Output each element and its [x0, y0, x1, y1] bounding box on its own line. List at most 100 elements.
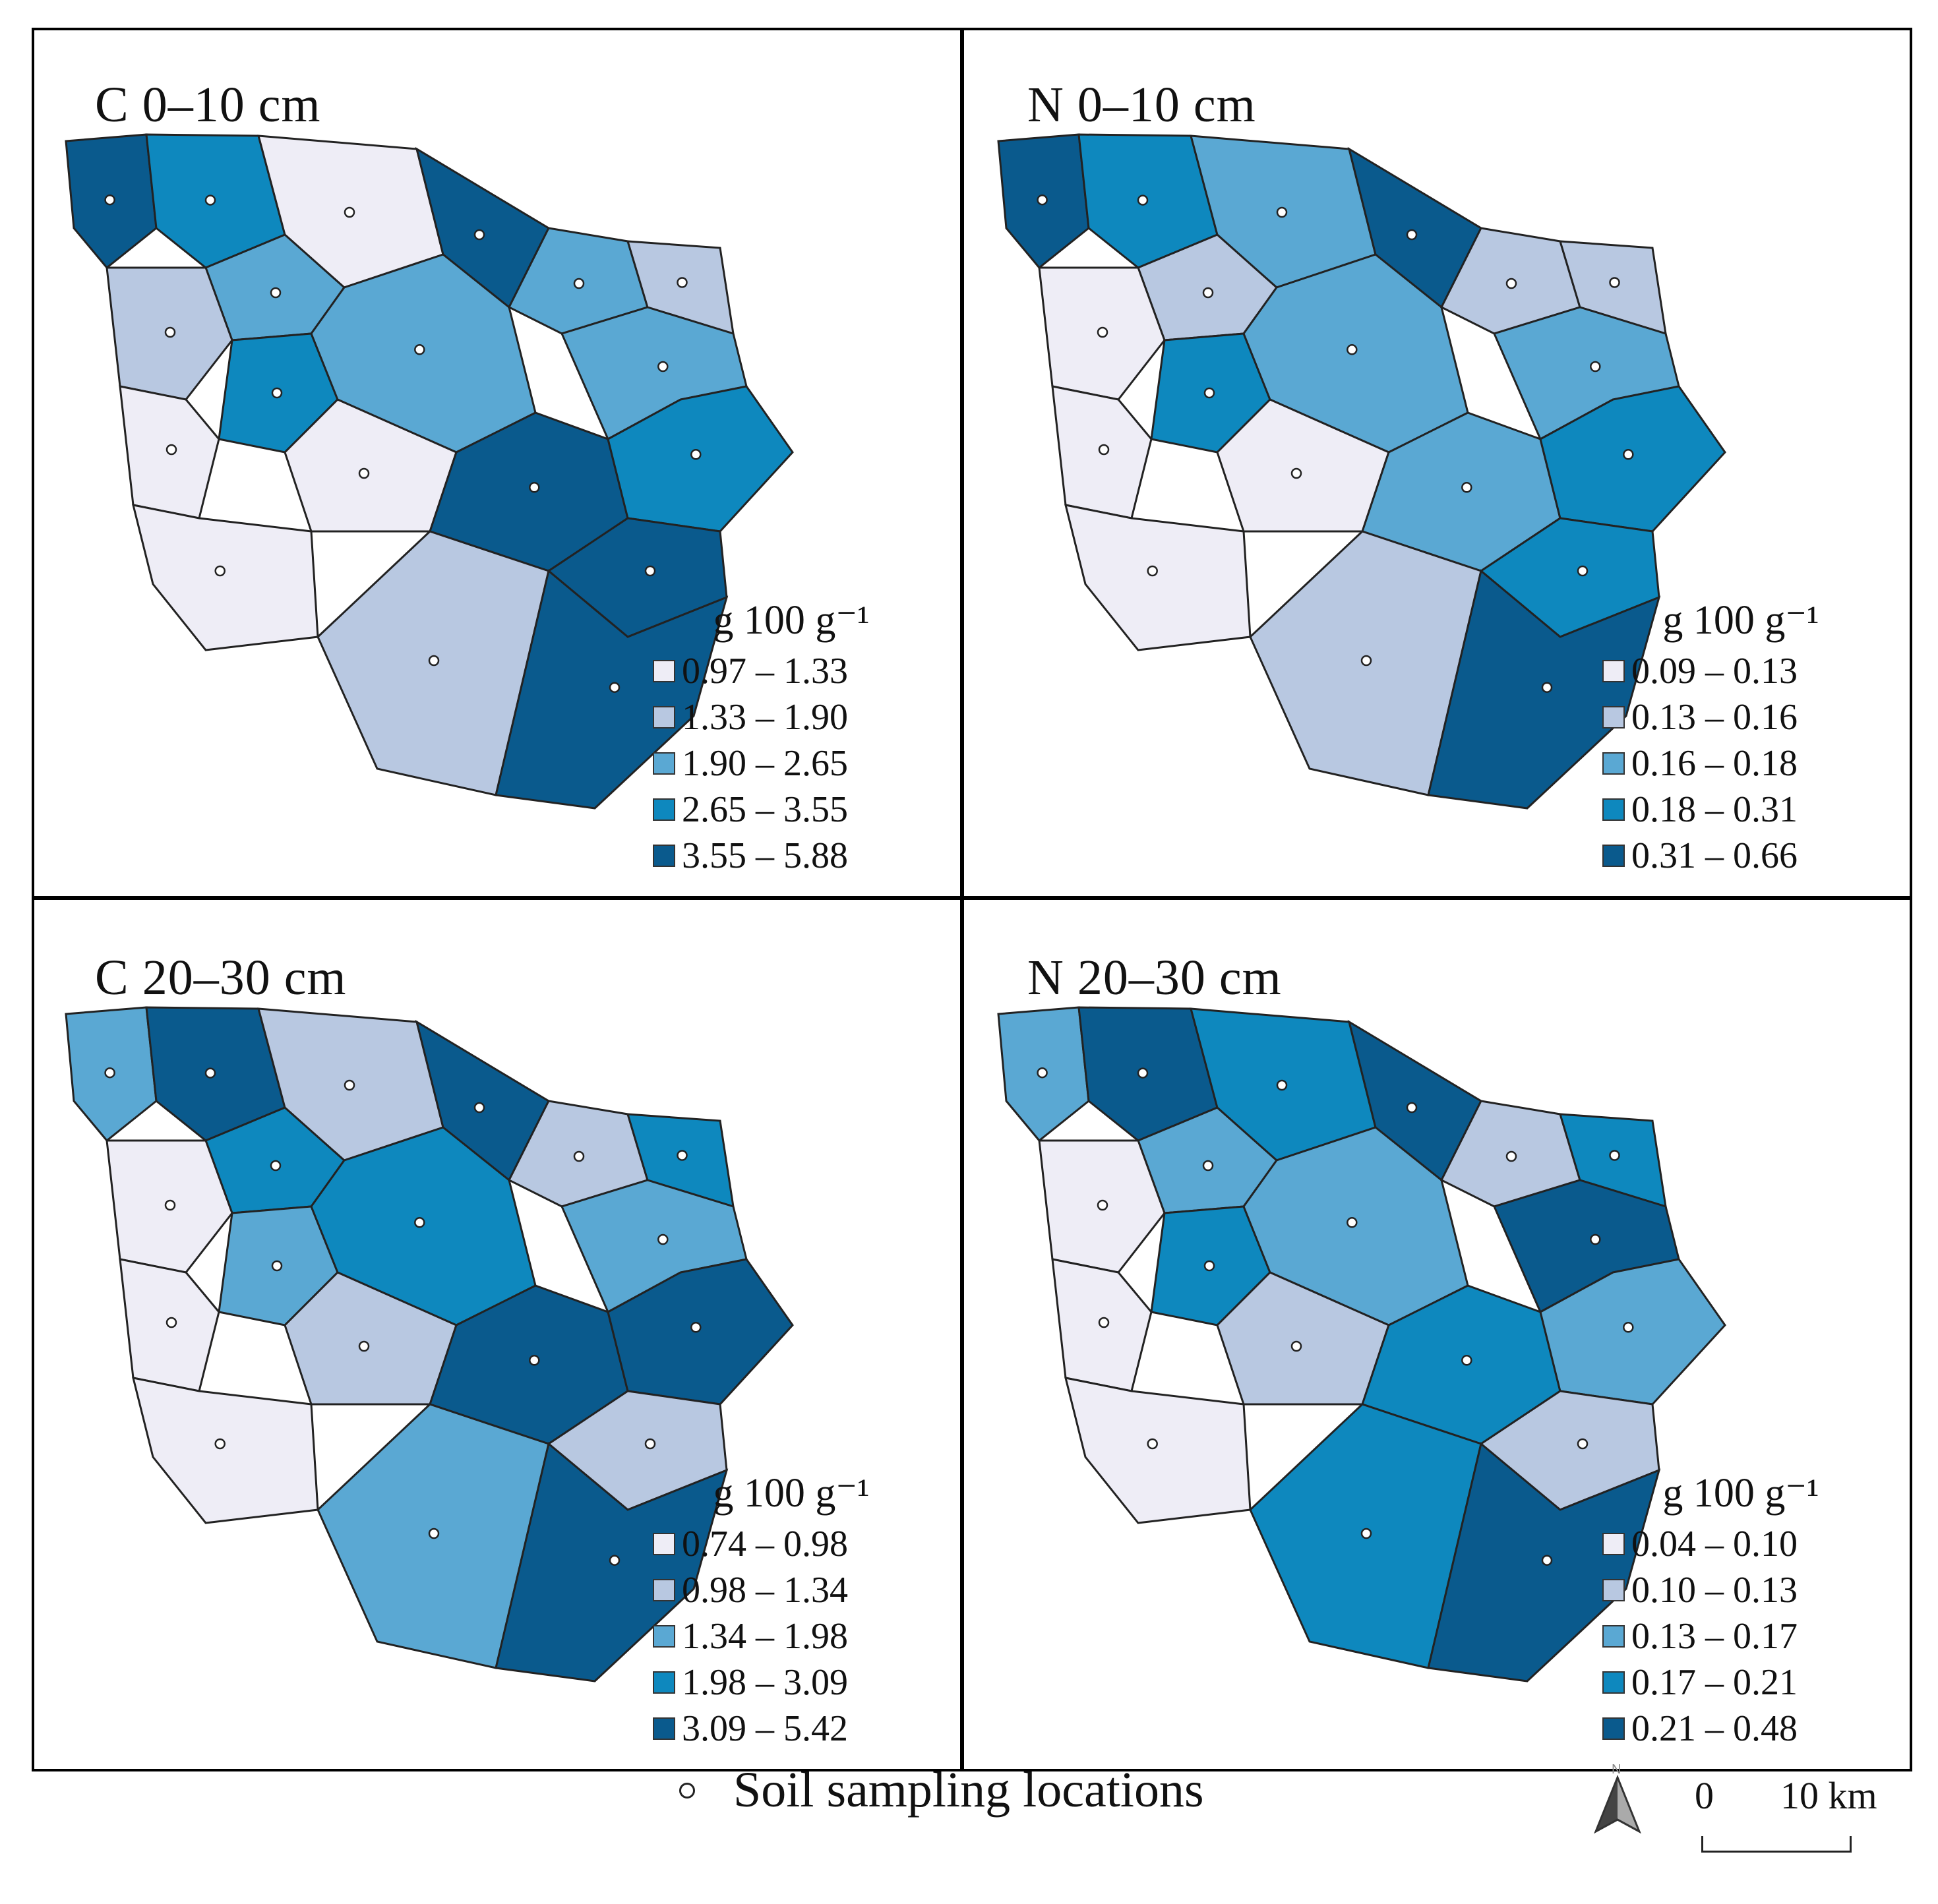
sampling-point — [164, 326, 176, 338]
voronoi-map — [65, 133, 794, 810]
map-cell — [1064, 504, 1252, 651]
legend-label: 1.33 – 1.90 — [682, 697, 848, 738]
sampling-point — [271, 1260, 283, 1272]
sampling-point — [1347, 344, 1358, 355]
legend-item: 1.98 – 3.09 — [653, 1659, 930, 1706]
legend-unit: g 100 g⁻¹ — [1662, 1471, 1819, 1516]
sampling-point — [473, 1102, 485, 1114]
sampling-point — [1505, 278, 1517, 289]
legend-swatch — [653, 1717, 675, 1740]
sampling-point — [1541, 682, 1553, 693]
voronoi-map — [997, 1006, 1726, 1682]
panel-title: N 0–10 cm — [1027, 77, 1256, 133]
frame-middle-vertical — [960, 28, 964, 1771]
sampling-point — [609, 1555, 621, 1566]
sampling-point — [644, 565, 656, 577]
sampling-point — [677, 1150, 688, 1161]
legend-item: 1.34 – 1.98 — [653, 1613, 930, 1659]
legend-item: 0.31 – 0.66 — [1602, 833, 1879, 879]
legend-label: 0.13 – 0.16 — [1631, 697, 1798, 738]
sampling-point — [609, 682, 621, 693]
legend-label: 3.55 – 5.88 — [682, 835, 848, 876]
voronoi-map — [997, 133, 1726, 810]
sampling-point — [1203, 387, 1215, 399]
scale-bar-line — [1701, 1836, 1852, 1853]
legend-swatch — [1602, 752, 1625, 775]
map-panel-n-0-10: N 0–10 cm g 100 g⁻¹ 0.09 – 0.13 0.13 – 0… — [967, 30, 1910, 896]
legend-unit: g 100 g⁻¹ — [1662, 598, 1819, 643]
legend-label: 1.90 – 2.65 — [682, 743, 848, 784]
sampling-point — [657, 361, 669, 372]
sampling-point — [1276, 206, 1288, 218]
legend-swatch — [653, 660, 675, 682]
sampling-point — [428, 1528, 440, 1539]
legend-item: 0.21 – 0.48 — [1602, 1706, 1879, 1752]
legend-swatch — [653, 1671, 675, 1694]
sampling-point — [1147, 1438, 1158, 1450]
legend-swatch — [653, 1625, 675, 1648]
sampling-point — [573, 1150, 585, 1162]
sampling-point — [1147, 565, 1158, 577]
sampling-point — [1623, 449, 1634, 460]
legend-swatch — [1602, 1671, 1625, 1694]
sampling-point — [344, 1079, 355, 1091]
map-cell — [131, 1377, 319, 1524]
sampling-point — [1137, 194, 1149, 206]
legend-label: 1.34 – 1.98 — [682, 1616, 848, 1657]
legend-label: 0.04 – 0.10 — [1631, 1524, 1798, 1564]
legend-item: 0.98 – 1.34 — [653, 1567, 930, 1613]
sampling-point — [1290, 467, 1302, 479]
sampling-point — [204, 1067, 216, 1079]
sampling-point — [1590, 1234, 1601, 1245]
legend-item: 0.18 – 0.31 — [1602, 787, 1879, 833]
legend-swatch — [653, 1579, 675, 1601]
legend-label: 3.09 – 5.42 — [682, 1708, 848, 1749]
legend-item: 3.55 – 5.88 — [653, 833, 930, 879]
scale-ten-label: 10 km — [1780, 1774, 1877, 1817]
sampling-point — [358, 467, 370, 479]
legend-label: 0.98 – 1.34 — [682, 1570, 848, 1611]
legend: g 100 g⁻¹ 0.04 – 0.10 0.10 – 0.13 0.13 –… — [1602, 1468, 1879, 1752]
map-panel-c-0-10: C 0–10 cm g 100 g⁻¹ 0.97 – 1.33 1.33 – 1… — [34, 30, 960, 896]
legend-label: 0.74 – 0.98 — [682, 1524, 848, 1564]
legend-item: 0.10 – 0.13 — [1602, 1567, 1879, 1613]
legend-label: 0.09 – 0.13 — [1631, 651, 1798, 692]
sampling-point — [1202, 287, 1214, 299]
sampling-point — [690, 1322, 702, 1333]
sampling-point — [1505, 1150, 1517, 1162]
map-cell — [1216, 398, 1390, 533]
legend-swatch — [653, 706, 675, 729]
frame-top — [32, 28, 1912, 30]
sampling-point — [1609, 277, 1620, 288]
legend-unit: g 100 g⁻¹ — [713, 598, 870, 643]
legend-item: 0.74 – 0.98 — [653, 1521, 930, 1567]
sampling-point — [166, 1317, 177, 1328]
sampling-point — [271, 387, 283, 399]
legend-label: 0.97 – 1.33 — [682, 651, 848, 692]
sampling-point — [164, 1199, 176, 1211]
legend-swatch — [653, 1533, 675, 1555]
sampling-point — [1037, 1067, 1048, 1079]
sampling-point-icon — [679, 1782, 695, 1799]
legend-swatch — [1602, 660, 1625, 682]
north-label: N — [1612, 1762, 1621, 1777]
sampling-point — [690, 449, 702, 460]
map-cell — [284, 1271, 458, 1406]
map-panel-n-20-30: N 20–30 cm g 100 g⁻¹ 0.04 – 0.10 0.10 – … — [967, 903, 1910, 1769]
sampling-point — [414, 1217, 425, 1228]
sampling-point — [270, 287, 282, 299]
panel-title: N 20–30 cm — [1027, 950, 1282, 1005]
frame-bottom — [32, 1769, 1912, 1771]
panel-title: C 0–10 cm — [95, 77, 321, 133]
legend-swatch — [653, 845, 675, 867]
sampling-point — [1360, 655, 1372, 667]
sampling-point — [1461, 1355, 1472, 1366]
legend-item: 0.17 – 0.21 — [1602, 1659, 1879, 1706]
sampling-point — [677, 277, 688, 288]
map-cell — [284, 398, 458, 533]
sampling-point — [1406, 1102, 1418, 1114]
legend-item: 0.13 – 0.17 — [1602, 1613, 1879, 1659]
sampling-point — [529, 1355, 540, 1366]
panel-title: C 20–30 cm — [95, 950, 347, 1005]
